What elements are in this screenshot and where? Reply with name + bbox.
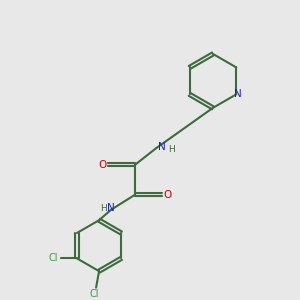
Text: O: O — [164, 190, 172, 200]
Text: H: H — [168, 145, 175, 154]
Text: Cl: Cl — [48, 254, 58, 263]
Text: Cl: Cl — [90, 289, 99, 298]
Text: H: H — [100, 204, 107, 213]
Text: O: O — [98, 160, 106, 170]
Text: N: N — [234, 89, 242, 99]
Text: N: N — [158, 142, 165, 152]
Text: N: N — [107, 203, 115, 213]
